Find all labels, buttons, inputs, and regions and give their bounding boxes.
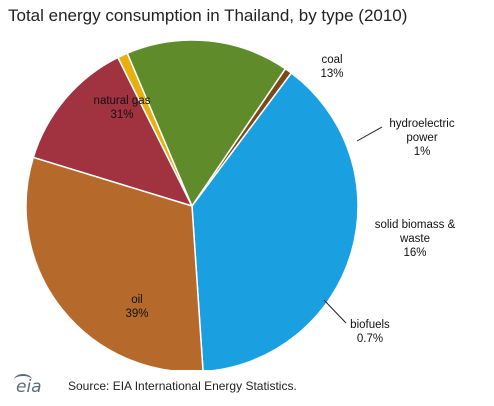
data-label-coal: coal 13% (320, 54, 343, 80)
data-label-oil: oil 39% (125, 294, 148, 320)
eia-logo: eia (12, 374, 46, 398)
leader-line-biofuels (323, 299, 347, 324)
pie-slice-solid-biomass-waste (126, 39, 287, 208)
pie-slice-oil (191, 71, 359, 370)
data-label-biofuels: biofuels 0.7% (350, 319, 390, 345)
pie-chart: coal 13% hydroelectric power 1% solid biomass… (25, 39, 456, 370)
data-label-solid-biomass-waste: solid biomass & waste 16% (375, 219, 456, 259)
leader-line-hydroelectric-power (356, 126, 383, 142)
chart-title: Total energy consumption in Thailand, by… (8, 6, 408, 25)
data-label-hydroelectric-power: hydroelectric power 1% (389, 118, 454, 158)
pie-slice-natural-gas (25, 156, 204, 370)
footer: eia Source: EIA International Energy Sta… (12, 374, 482, 398)
source-note: Source: EIA International Energy Statist… (68, 379, 297, 393)
data-label-natural-gas: natural gas 31% (94, 95, 151, 121)
